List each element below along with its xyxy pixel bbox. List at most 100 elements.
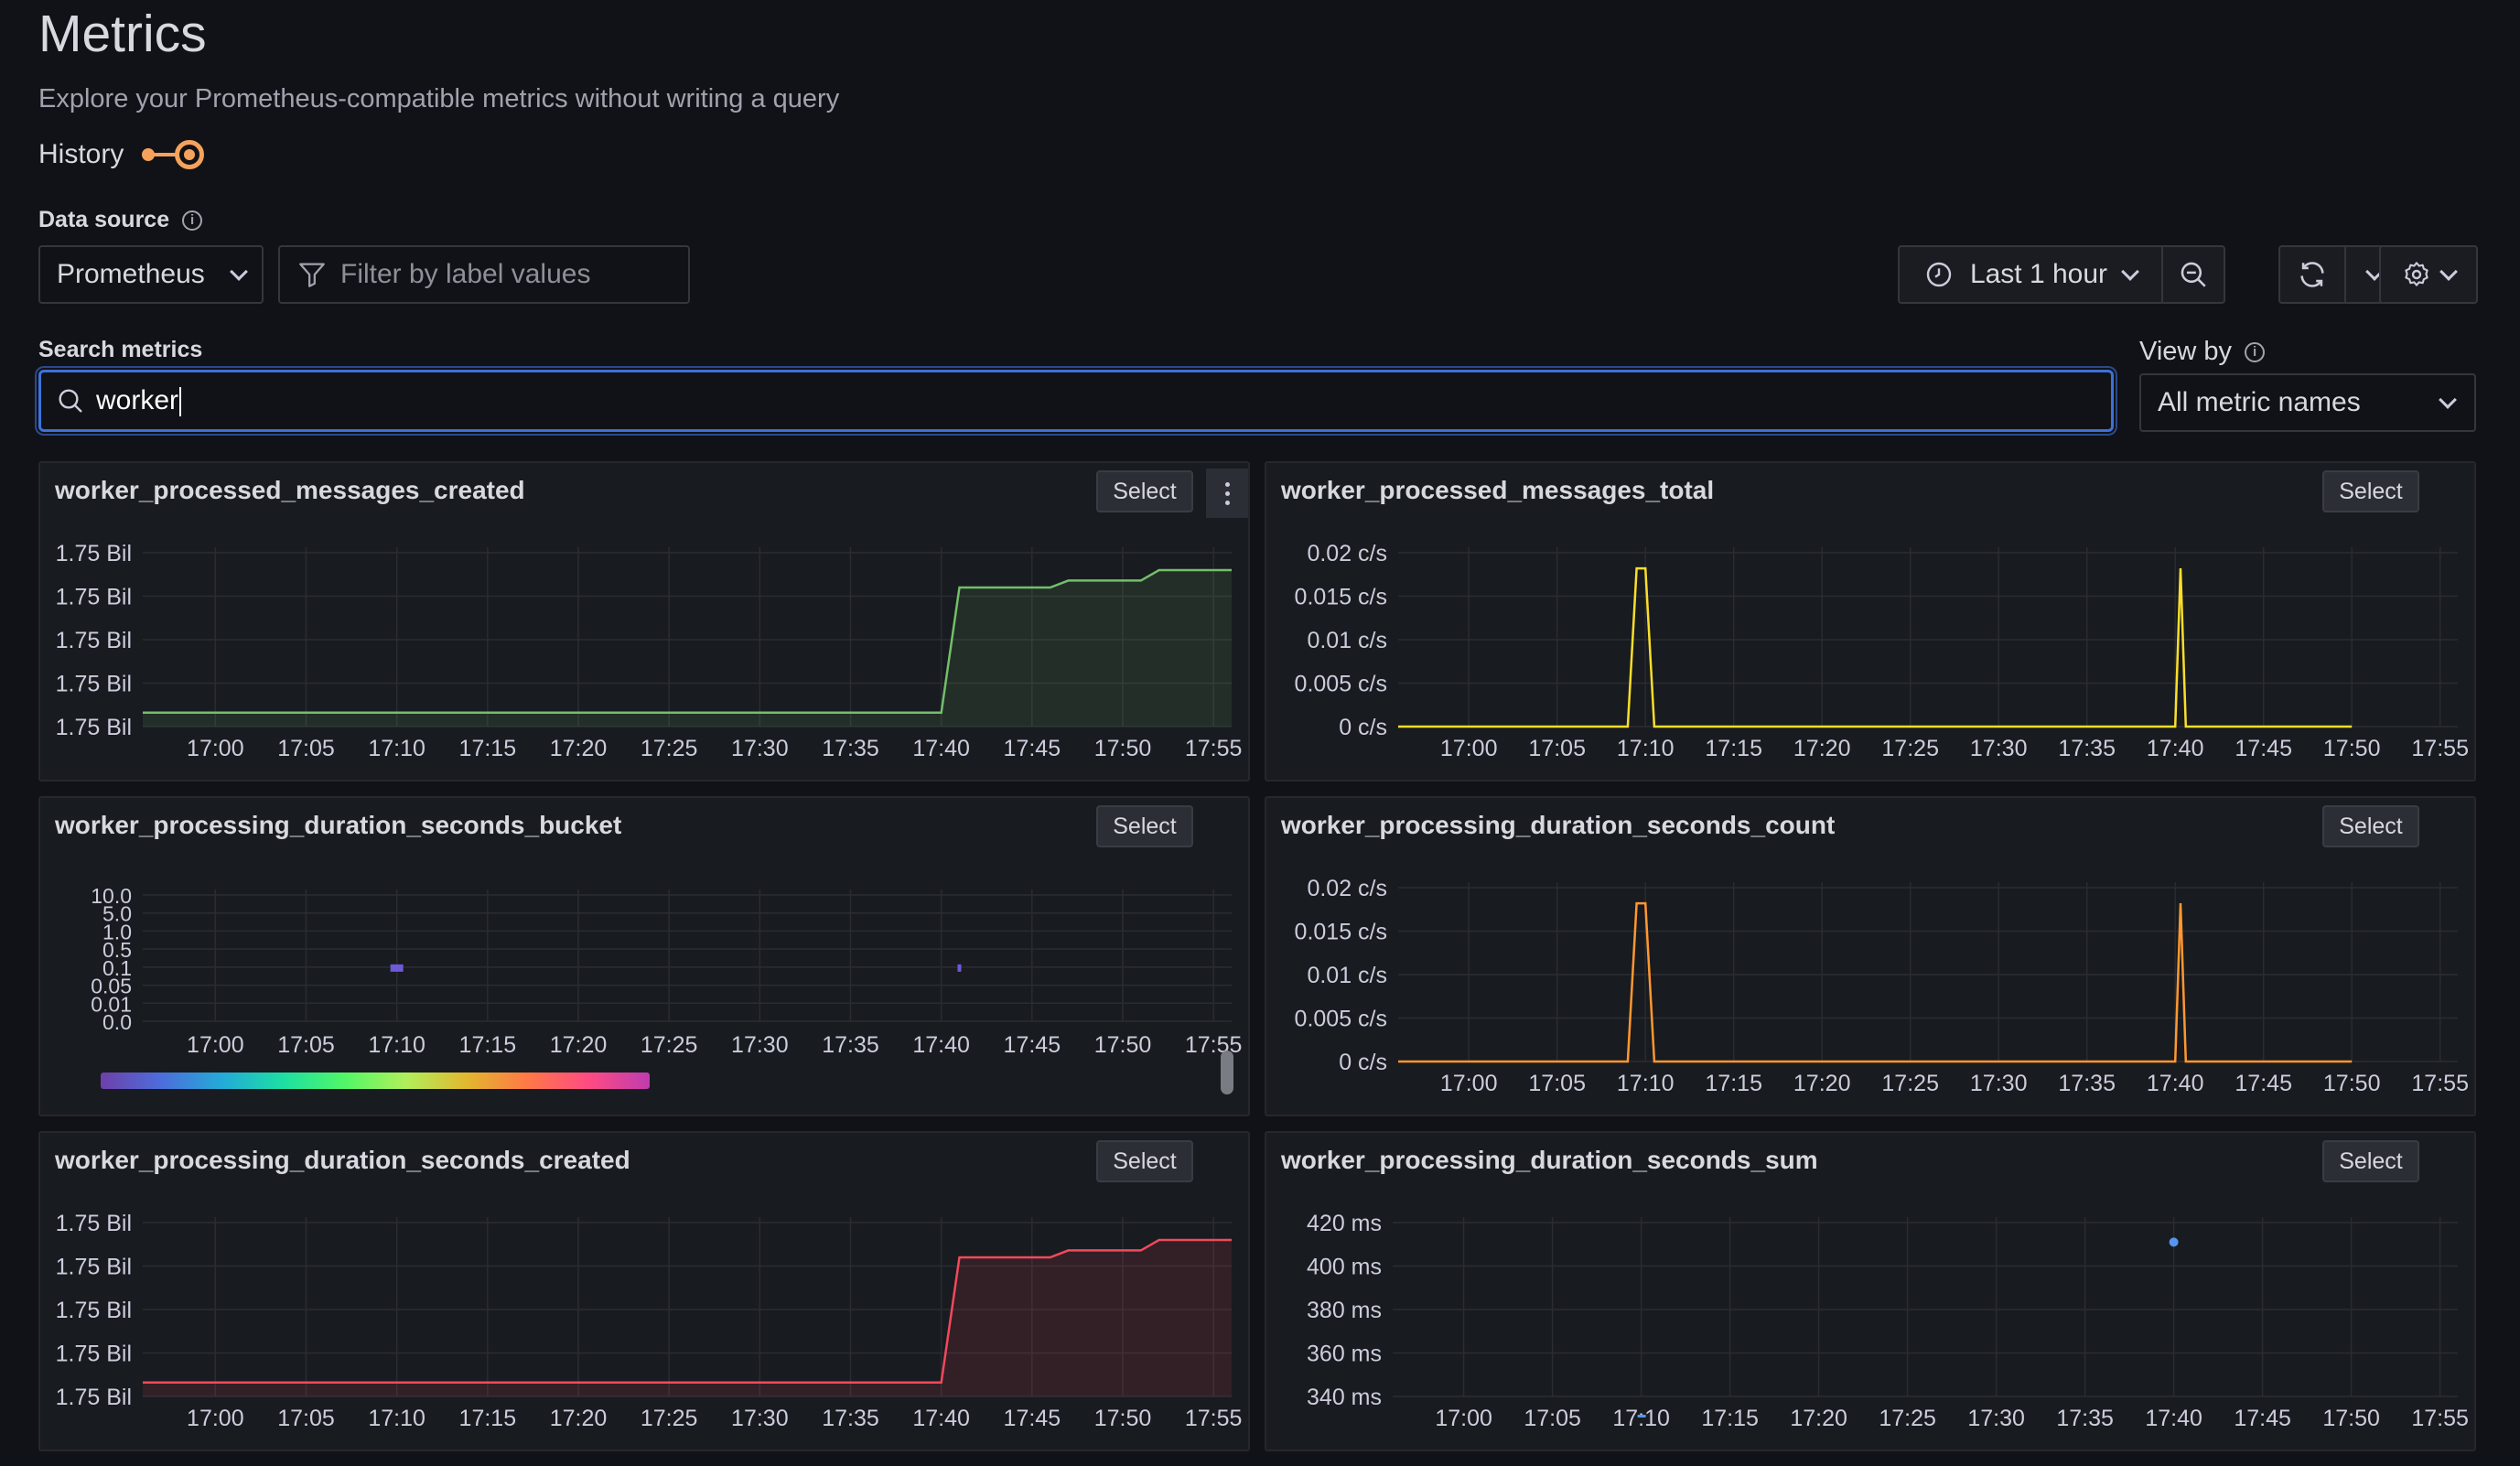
y-tick-label: 5.0 [102,902,132,926]
info-icon[interactable]: i [2245,341,2266,362]
x-tick-label: 17:25 [641,1032,698,1058]
y-tick-label: 0.005 c/s [1295,1007,1387,1032]
metric-panel: worker_processing_duration_seconds_sum Se… [1265,1131,2476,1451]
time-range-picker[interactable]: Last 1 hour [1900,247,2163,302]
panel-menu-button[interactable] [1206,469,1248,518]
y-tick-label: 1.75 Bil [56,715,132,740]
select-button[interactable]: Select [2322,1140,2419,1182]
datasource-label-row: Data source i [38,207,203,233]
y-tick-label: 0.015 c/s [1295,585,1387,610]
settings-button[interactable] [2381,247,2476,302]
y-tick-label: 0.1 [102,956,132,980]
panel-title: worker_processing_duration_seconds_sum [1281,1146,1818,1174]
dot-icon [1224,490,1230,496]
datasource-select[interactable]: Prometheus [38,245,264,304]
select-button[interactable]: Select [1096,1140,1193,1182]
y-tick-label: 360 ms [1307,1342,1382,1367]
x-tick-label: 17:55 [2411,1406,2469,1431]
filter-icon [299,263,325,287]
chevron-down-icon [230,263,248,281]
data-point [2169,1237,2179,1247]
x-tick-label: 17:50 [1094,736,1152,761]
chart-svg: 0 c/s 0.005 c/s 0.01 c/s 0.015 c/s 0.02 c/s 1… [1295,541,2469,761]
x-tick-label: 17:30 [731,736,789,761]
x-tick-label: 17:35 [822,1406,879,1431]
x-tick-label: 17:25 [1881,1071,1939,1096]
x-tick-label: 17:10 [368,736,425,761]
history-label: History [38,139,124,169]
y-tick-label: 0.01 [91,992,132,1016]
dot-icon [1224,481,1230,487]
view-by-select[interactable]: All metric names [2139,373,2476,432]
x-tick-label: 17:45 [2234,1406,2291,1431]
metric-panel: worker_processed_messages_created Select 1… [38,461,1250,782]
select-button[interactable]: Select [2322,470,2419,512]
x-tick-label: 17:35 [822,1032,879,1058]
y-tick-label: 10.0 [91,884,132,908]
select-button[interactable]: Select [2322,805,2419,847]
chart-svg: 0.00.010.050.10.51.05.010.0 17:00 17:05 17:… [91,884,1243,1058]
x-tick-label: 17:55 [1185,1032,1243,1058]
x-tick-label: 17:40 [2147,1071,2204,1096]
y-tick-label: 1.75 Bil [56,628,132,653]
select-button[interactable]: Select [1096,470,1193,512]
x-tick-label: 17:00 [1440,1071,1498,1096]
view-by-selected: All metric names [2158,387,2361,417]
x-tick-label: 17:30 [731,1406,789,1431]
series-area [143,570,1232,727]
y-tick-label: 0.5 [102,938,132,962]
x-tick-label: 17:15 [1705,1071,1762,1096]
zoom-out-button[interactable] [2163,247,2224,302]
x-tick-label: 17:20 [550,1032,608,1058]
x-tick-label: 17:05 [1528,736,1586,761]
info-icon[interactable]: i [182,210,203,231]
chart-svg: 0 c/s 0.005 c/s 0.01 c/s 0.015 c/s 0.02 c/s 1… [1295,876,2469,1096]
heatmap-cell [390,964,404,972]
x-tick-label: 17:50 [2323,1071,2381,1096]
time-range-label: Last 1 hour [1969,259,2108,289]
x-tick-label: 17:40 [912,1406,970,1431]
x-tick-label: 17:40 [912,736,970,761]
x-tick-label: 17:10 [1617,1071,1675,1096]
scrollbar-thumb[interactable] [1221,1051,1233,1094]
metric-panel: worker_processed_messages_total Select 0 c… [1265,461,2476,782]
search-value: worker [96,384,182,417]
x-tick-label: 17:15 [1705,736,1762,761]
x-tick-label: 17:15 [459,1406,517,1431]
x-tick-label: 17:10 [1612,1406,1670,1431]
x-tick-label: 17:05 [277,736,335,761]
y-tick-label: 1.75 Bil [56,541,132,566]
x-tick-label: 17:25 [1881,736,1939,761]
x-tick-label: 17:20 [1793,1071,1851,1096]
search-input[interactable]: worker [38,370,2114,432]
text-caret [179,387,182,417]
y-tick-label: 0.01 c/s [1307,963,1387,988]
history-toggle-row[interactable]: History [38,139,205,170]
chart-svg: 1.75 Bil 1.75 Bil 1.75 Bil 1.75 Bil 1.75 Bil… [56,541,1243,761]
select-button[interactable]: Select [1096,805,1193,847]
search-value-text: worker [96,384,179,415]
label-filter-input[interactable]: Filter by label values [278,245,690,304]
chart-svg: 1.75 Bil 1.75 Bil 1.75 Bil 1.75 Bil 1.75 Bil… [56,1211,1243,1431]
history-toggle[interactable] [142,140,205,169]
y-tick-label: 1.75 Bil [56,672,132,697]
dot-icon [1224,500,1230,505]
y-tick-label: 340 ms [1307,1385,1382,1410]
refresh-button[interactable] [2280,247,2346,302]
x-tick-label: 17:55 [1185,1406,1243,1431]
filter-placeholder: Filter by label values [340,259,591,289]
search-metrics-label: Search metrics [38,337,202,363]
chevron-down-icon [2121,263,2139,281]
x-tick-label: 17:20 [550,1406,608,1431]
x-tick-label: 17:10 [1617,736,1675,761]
chevron-down-icon [2439,391,2457,409]
x-tick-label: 17:30 [1967,1406,2025,1431]
y-tick-label: 0 c/s [1339,715,1387,740]
time-picker-group: Last 1 hour [1898,245,2225,304]
x-tick-label: 17:40 [2147,736,2204,761]
search-icon [59,389,82,413]
datasource-selected: Prometheus [57,259,205,289]
metric-panel: worker_processing_duration_seconds_creat… [38,1131,1250,1451]
x-tick-label: 17:20 [1793,736,1851,761]
x-tick-label: 17:00 [1435,1406,1492,1431]
